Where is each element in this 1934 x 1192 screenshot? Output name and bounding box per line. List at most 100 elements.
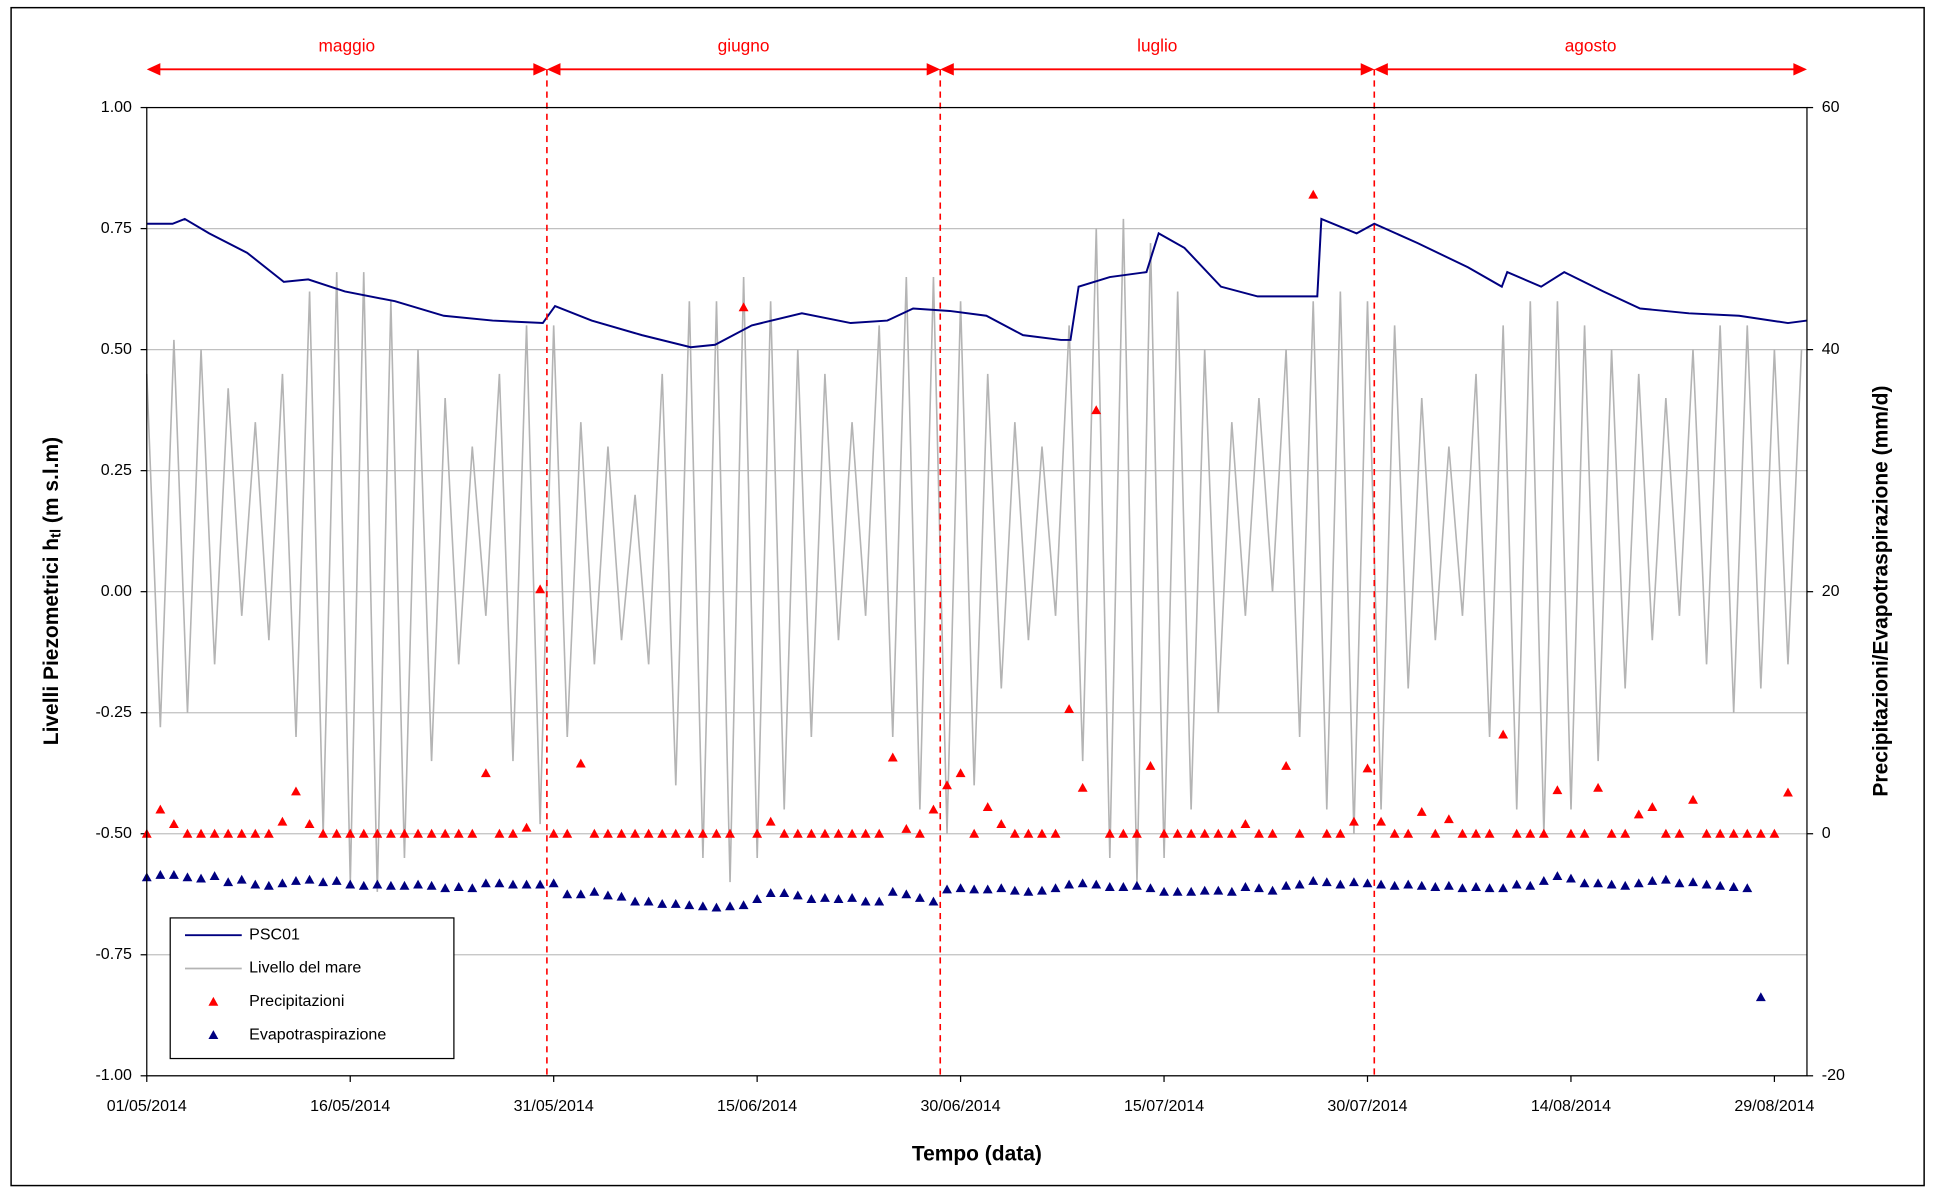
marker <box>331 876 342 885</box>
marker <box>1240 882 1251 891</box>
marker <box>1376 816 1386 826</box>
marker <box>1131 880 1142 890</box>
marker <box>1728 882 1739 891</box>
marker <box>684 828 695 838</box>
marker <box>1091 405 1102 415</box>
marker <box>1376 879 1386 889</box>
marker <box>236 874 247 884</box>
arrow-head <box>533 63 547 76</box>
marker <box>263 880 274 890</box>
month-label: giugno <box>718 36 770 56</box>
marker <box>535 584 546 594</box>
y2-tick-label: 40 <box>1822 340 1840 358</box>
y-tick-label: 0.25 <box>101 461 132 479</box>
marker <box>1416 807 1427 816</box>
marker <box>223 828 234 838</box>
marker <box>969 884 980 894</box>
marker <box>1674 878 1685 888</box>
marker <box>399 880 410 890</box>
marker <box>942 780 952 790</box>
marker <box>1579 828 1590 838</box>
marker <box>1701 879 1712 889</box>
marker <box>1254 828 1264 838</box>
marker <box>168 819 179 829</box>
marker <box>969 828 980 838</box>
marker <box>1145 883 1156 893</box>
marker <box>1186 886 1197 896</box>
marker <box>413 828 423 838</box>
marker <box>1050 883 1061 893</box>
marker <box>1633 878 1644 888</box>
marker <box>1633 809 1644 819</box>
marker <box>250 879 261 889</box>
marker <box>1783 787 1793 797</box>
marker <box>684 900 695 910</box>
marker <box>453 882 464 891</box>
marker <box>575 758 586 768</box>
marker <box>1457 883 1468 893</box>
marker <box>291 876 301 885</box>
marker <box>643 896 654 906</box>
marker <box>1294 828 1305 838</box>
marker <box>603 828 613 838</box>
marker <box>250 828 261 838</box>
marker <box>955 883 966 893</box>
marker <box>657 899 668 908</box>
marker <box>182 872 193 882</box>
marker <box>765 888 776 897</box>
marker <box>1484 883 1495 893</box>
marker <box>263 828 274 838</box>
marker <box>928 804 939 814</box>
marker <box>996 819 1007 829</box>
y-tick-label: 0.75 <box>101 219 132 237</box>
marker <box>833 828 844 838</box>
marker <box>1091 879 1102 889</box>
marker <box>914 828 925 838</box>
marker <box>1308 189 1319 199</box>
marker <box>725 901 735 911</box>
marker <box>725 828 735 838</box>
marker <box>711 902 722 912</box>
marker <box>1335 879 1346 889</box>
marker <box>548 828 559 838</box>
marker <box>1430 828 1441 838</box>
marker <box>738 900 749 910</box>
marker <box>616 828 627 838</box>
marker <box>1606 828 1617 838</box>
marker <box>996 883 1007 893</box>
marker <box>1471 828 1481 838</box>
marker <box>752 828 763 838</box>
marker <box>1362 763 1373 773</box>
marker <box>847 892 858 902</box>
marker <box>901 823 912 833</box>
marker <box>697 901 708 911</box>
marker <box>426 880 437 890</box>
marker <box>1389 880 1400 890</box>
marker <box>399 828 410 838</box>
series-line <box>145 218 1803 892</box>
marker <box>847 828 858 838</box>
marker <box>670 899 681 908</box>
marker <box>1213 828 1224 838</box>
marker <box>820 828 830 838</box>
marker <box>942 884 952 894</box>
x-tick-label: 31/05/2014 <box>514 1097 594 1115</box>
marker <box>1674 828 1685 838</box>
marker <box>792 828 803 838</box>
marker <box>1538 828 1549 838</box>
marker <box>1321 828 1332 838</box>
x-tick-label: 29/08/2014 <box>1734 1097 1814 1115</box>
marker <box>1308 876 1319 885</box>
marker <box>155 869 166 879</box>
y-tick-label: 0.50 <box>101 340 132 358</box>
marker <box>1606 879 1617 889</box>
marker <box>779 888 790 897</box>
marker <box>277 878 288 888</box>
y2-tick-label: 60 <box>1822 98 1840 116</box>
marker <box>440 883 451 893</box>
marker <box>1416 880 1427 890</box>
marker <box>833 894 844 904</box>
marker <box>982 802 993 812</box>
arrow-head <box>1374 63 1388 76</box>
marker <box>1755 992 1766 1002</box>
